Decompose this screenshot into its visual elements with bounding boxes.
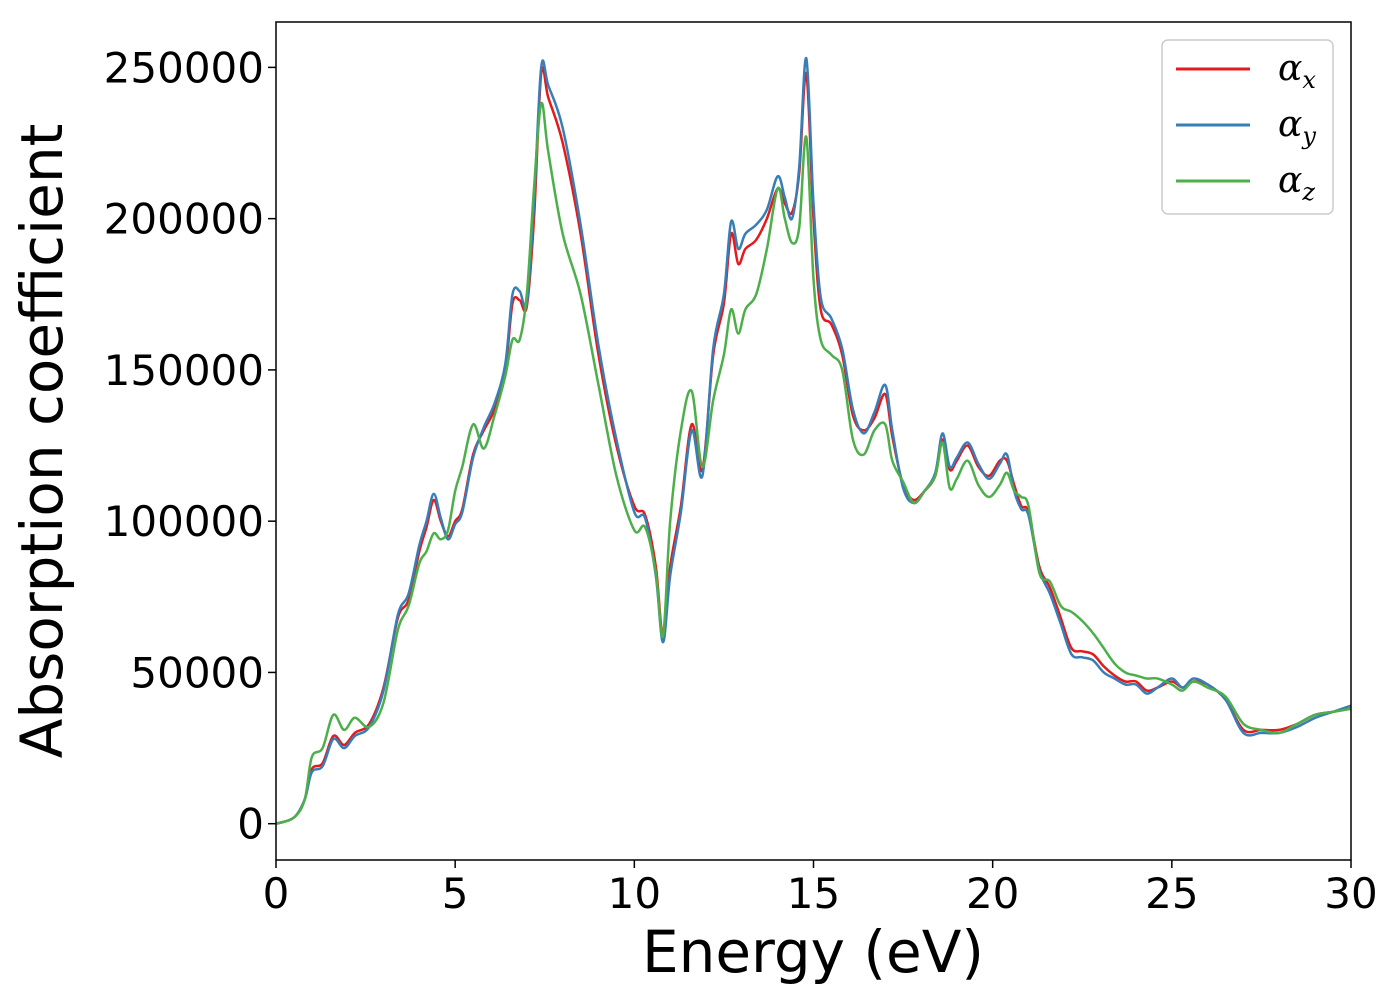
x-axis: 0 5 10 15 20 25 30 — [263, 860, 1378, 918]
y-axis-title: Absorption coefficient — [8, 124, 76, 759]
series-lines — [275, 57, 1352, 825]
x-tick-label: 25 — [1145, 869, 1198, 918]
x-axis-title: Energy (eV) — [642, 918, 984, 986]
y-tick-label: 200000 — [104, 195, 264, 244]
x-tick-label: 0 — [263, 869, 290, 918]
y-tick-label: 0 — [237, 800, 264, 849]
legend-box — [1161, 39, 1334, 215]
x-tick-label: 15 — [787, 869, 840, 918]
y-tick-label: 100000 — [104, 497, 264, 546]
y-tick-label: 250000 — [104, 43, 264, 92]
y-tick-label: 50000 — [130, 648, 264, 697]
x-tick-label: 20 — [966, 869, 1019, 918]
series-line-z — [275, 101, 1352, 825]
series-line-x — [275, 65, 1352, 825]
x-tick-label: 5 — [442, 869, 469, 918]
x-tick-label: 30 — [1324, 869, 1377, 918]
y-axis: 0 50000 100000 150000 200000 250000 — [104, 43, 276, 849]
y-tick-label: 150000 — [104, 346, 264, 395]
x-tick-label: 10 — [608, 869, 661, 918]
series-line-y — [275, 57, 1352, 825]
